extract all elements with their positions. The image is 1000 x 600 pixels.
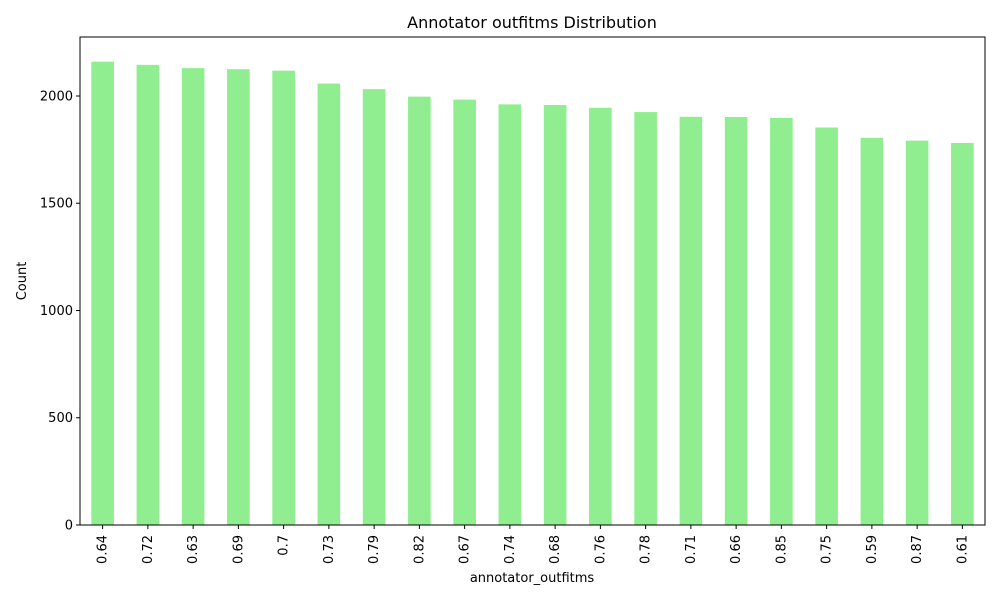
bar-0.72 (136, 64, 160, 525)
bar-0.59 (860, 137, 884, 526)
bar-0.7 (272, 70, 295, 525)
y-tick-label: 0 (65, 519, 73, 534)
x-tick-label: 0.64 (96, 535, 111, 564)
x-tick-label: 0.68 (548, 535, 563, 564)
bar-0.69 (227, 69, 250, 525)
bar-0.61 (951, 142, 974, 526)
x-tick-label: 0.82 (412, 535, 427, 564)
bar-0.78 (634, 112, 657, 526)
x-axis-label: annotator_outfitms (470, 571, 595, 586)
bar-0.75 (815, 127, 838, 526)
bar-0.63 (181, 68, 205, 525)
x-tick-label: 0.87 (910, 535, 925, 564)
x-tick-label: 0.7 (277, 535, 292, 556)
x-tick-label: 0.78 (639, 535, 654, 564)
bar-0.82 (408, 96, 431, 525)
x-tick-label: 0.76 (593, 535, 608, 564)
y-tick-label: 2000 (40, 89, 73, 104)
x-tick-label: 0.61 (955, 535, 970, 564)
x-tick-label: 0.73 (322, 535, 337, 564)
bar-0.85 (770, 117, 793, 526)
y-tick-label: 1000 (40, 304, 73, 319)
x-tick-label: 0.67 (458, 535, 473, 564)
x-tick-label: 0.74 (503, 535, 518, 564)
y-tick-label: 500 (48, 411, 73, 426)
x-tick-label: 0.75 (820, 535, 835, 564)
bar-0.87 (905, 140, 929, 526)
bar-0.73 (317, 83, 341, 525)
bar-0.79 (362, 89, 386, 526)
y-axis-ticks: 0 500 1000 1500 2000 (40, 89, 80, 534)
y-tick-label: 1500 (40, 197, 73, 212)
bar-0.71 (679, 116, 703, 525)
x-tick-label: 0.59 (865, 535, 880, 564)
plot-frame (79, 36, 986, 526)
bar-0.76 (589, 107, 612, 526)
bar-0.74 (498, 104, 522, 525)
x-tick-label: 0.63 (186, 535, 201, 564)
x-tick-label: 0.72 (141, 535, 156, 564)
bar-0.66 (724, 117, 748, 525)
x-tick-label: 0.66 (729, 535, 744, 564)
x-tick-label: 0.79 (367, 535, 382, 564)
x-axis-ticks: 0.64 0.72 0.63 0.69 0.7 0.73 0.79 0.82 0.67 0.74 0… (96, 525, 970, 564)
bars-group (91, 61, 974, 526)
x-tick-label: 0.71 (684, 535, 699, 564)
bar-0.68 (543, 104, 567, 526)
bar-0.64 (91, 61, 114, 526)
chart-title: Annotator outfitms Distribution (407, 13, 657, 32)
x-tick-label: 0.69 (231, 535, 246, 564)
bar-0.67 (453, 99, 476, 525)
x-tick-label: 0.85 (774, 535, 789, 564)
y-axis-label: Count (15, 262, 30, 301)
